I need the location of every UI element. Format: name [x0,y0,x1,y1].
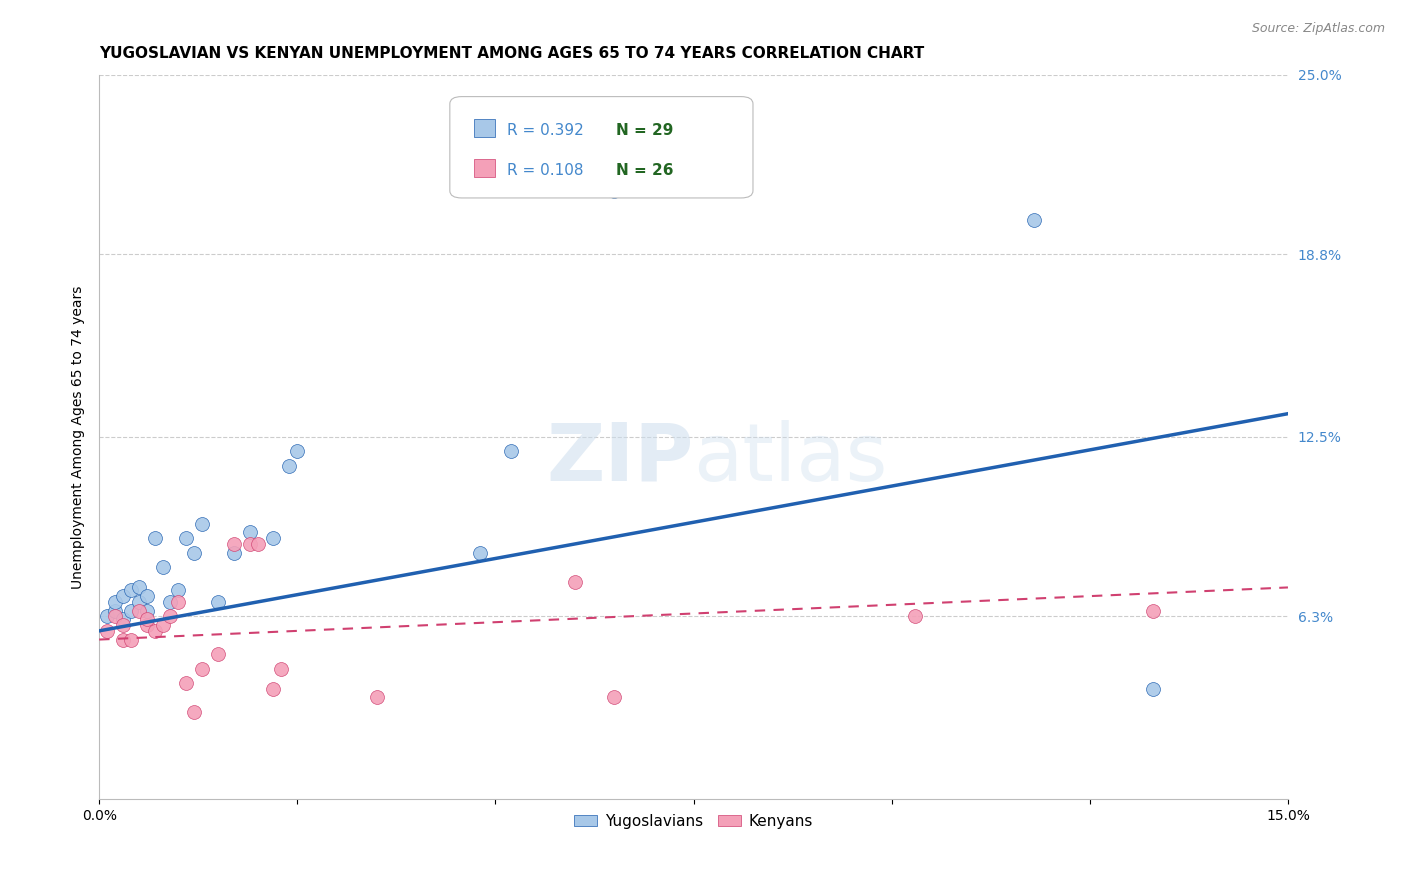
Point [128,595,150,609]
Y-axis label: Unemployment Among Ages 65 to 74 years: Unemployment Among Ages 65 to 74 years [72,285,86,589]
Text: N = 26: N = 26 [616,162,673,178]
Point [222,537,245,551]
Point [111,612,134,626]
Point [207,595,229,609]
Point [120,604,142,618]
Point [167,595,190,609]
Point [278,458,301,473]
Point [104,609,127,624]
Point [120,583,142,598]
Point [104,604,127,618]
Point [128,581,150,595]
Point [159,609,181,624]
Point [176,676,198,690]
Point [96,609,118,624]
Point [176,531,198,545]
Point [104,595,127,609]
Point [603,690,626,705]
Point [564,574,586,589]
Point [603,184,626,198]
Point [152,560,174,574]
Point [263,531,285,545]
Point [501,444,523,458]
Point [135,604,157,618]
Point [167,583,190,598]
Point [135,589,157,603]
Point [1142,604,1164,618]
Point [246,537,269,551]
Point [96,624,118,638]
Text: ZIP: ZIP [547,419,693,498]
Text: R = 0.392: R = 0.392 [508,123,583,137]
Text: YUGOSLAVIAN VS KENYAN UNEMPLOYMENT AMONG AGES 65 TO 74 YEARS CORRELATION CHART: YUGOSLAVIAN VS KENYAN UNEMPLOYMENT AMONG… [100,46,924,62]
Point [159,595,181,609]
Text: atlas: atlas [693,419,889,498]
Legend: Yugoslavians, Kenyans: Yugoslavians, Kenyans [568,807,820,835]
Point [152,618,174,632]
Point [239,525,262,540]
Point [904,609,927,624]
Point [366,690,388,705]
Point [111,589,134,603]
Text: Source: ZipAtlas.com: Source: ZipAtlas.com [1251,22,1385,36]
Point [143,624,166,638]
Point [120,632,142,647]
Point [207,647,229,661]
Point [285,444,308,458]
Point [239,537,262,551]
FancyBboxPatch shape [450,96,754,198]
Point [111,632,134,647]
Point [270,661,292,675]
Point [128,604,150,618]
Point [1024,212,1046,227]
FancyBboxPatch shape [474,120,495,137]
Point [111,618,134,632]
Point [191,516,214,531]
Point [222,546,245,560]
Point [263,681,285,696]
Point [183,705,205,719]
Text: N = 29: N = 29 [616,123,673,137]
Point [1142,681,1164,696]
Point [468,546,491,560]
Text: R = 0.108: R = 0.108 [508,162,583,178]
Point [143,531,166,545]
FancyBboxPatch shape [474,159,495,178]
Point [135,618,157,632]
Point [183,546,205,560]
Point [191,661,214,675]
Point [135,612,157,626]
